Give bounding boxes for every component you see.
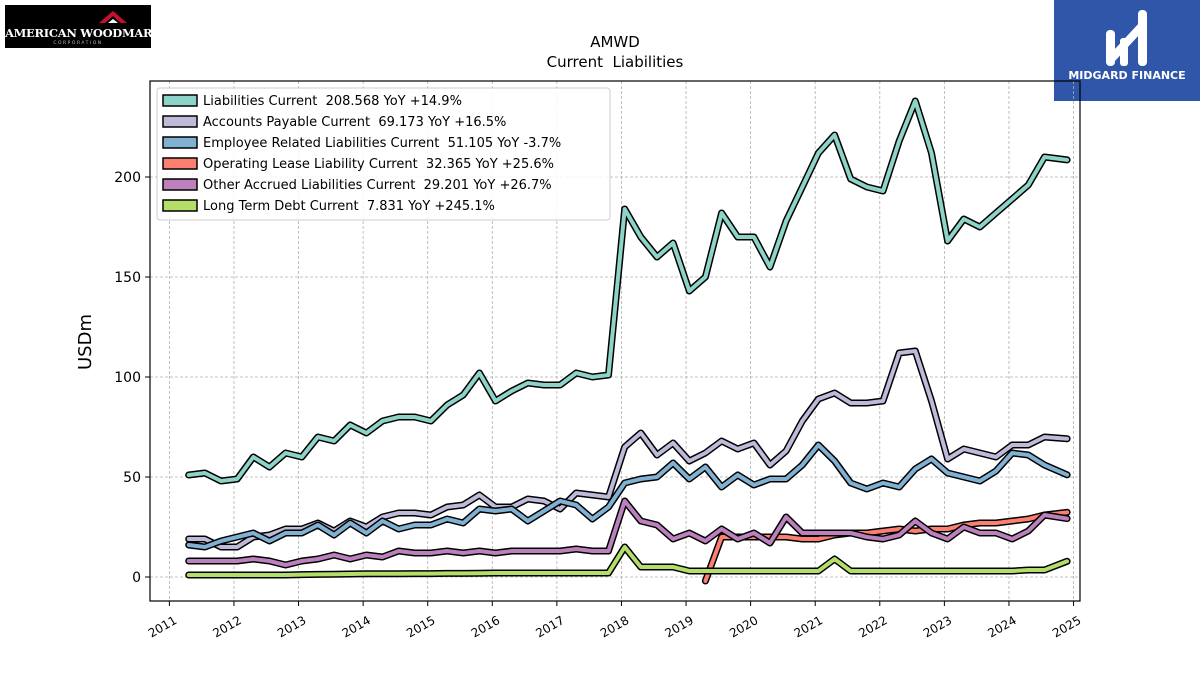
x-axis: 2011 2012 2013 2014 2015 2016 2017 2018 2019 2020… <box>146 601 1083 640</box>
american-woodmark-logo: AMERICAN WOODMARK CORPORATION <box>5 5 151 48</box>
legend: Liabilities Current 208.568 YoY +14.9% Ac… <box>156 87 611 221</box>
x-tick-label: 2023 <box>921 613 954 640</box>
series-line-5 <box>186 545 1070 577</box>
legend-label-1: Accounts Payable Current 69.173 YoY +16.… <box>203 115 506 130</box>
series-line-1 <box>186 349 1070 549</box>
x-tick-label: 2021 <box>792 613 825 640</box>
legend-swatch-0 <box>162 94 198 107</box>
legend-label-4: Other Accrued Liabilities Current 29.201… <box>203 178 552 193</box>
x-tick-label: 2017 <box>533 613 566 640</box>
x-tick-label: 2025 <box>1050 613 1083 640</box>
x-tick-label: 2019 <box>662 613 695 640</box>
series-layer <box>185 97 1071 585</box>
y-tick-label: 200 <box>114 170 141 186</box>
legend-swatch-1 <box>162 115 198 128</box>
legend-label-3: Operating Lease Liability Current 32.365… <box>203 157 554 172</box>
legend-label-0: Liabilities Current 208.568 YoY +14.9% <box>203 94 462 109</box>
series-outline-1 <box>185 347 1071 551</box>
x-tick-label: 2016 <box>469 613 502 640</box>
legend-swatch-3 <box>162 157 198 170</box>
y-tick-label: 100 <box>114 370 141 386</box>
y-tick-label: 50 <box>123 470 141 486</box>
x-tick-label: 2014 <box>340 613 373 640</box>
logo-left-subtext: CORPORATION <box>53 41 103 46</box>
legend-box <box>156 87 611 221</box>
x-tick-label: 2022 <box>856 613 889 640</box>
legend-swatch-5 <box>162 199 198 212</box>
x-tick-label: 2015 <box>404 613 437 640</box>
roof-icon <box>99 11 127 23</box>
series-line-0 <box>186 99 1070 483</box>
legend-label-2: Employee Related Liabilities Current 51.… <box>203 136 561 151</box>
x-tick-label: 2013 <box>275 613 308 640</box>
midgard-finance-logo: MIDGARD FINANCE <box>1054 0 1200 101</box>
x-tick-label: 2018 <box>598 613 631 640</box>
x-tick-label: 2011 <box>146 613 179 640</box>
y-tick-label: 0 <box>132 570 141 586</box>
series-line-2 <box>186 443 1070 549</box>
legend-label-5: Long Term Debt Current 7.831 YoY +245.1% <box>203 199 495 214</box>
chart-subtitle: Current Liabilities <box>547 53 684 71</box>
x-tick-label: 2020 <box>727 613 760 640</box>
x-tick-label: 2012 <box>210 613 243 640</box>
midgard-emblem-icon <box>1106 10 1147 66</box>
legend-swatch-4 <box>162 178 198 191</box>
y-axis: 0 50 100 150 200 <box>114 170 150 586</box>
legend-swatch-2 <box>162 136 198 149</box>
y-axis-label: USDm <box>75 314 96 370</box>
series-line-4 <box>186 499 1070 567</box>
x-tick-label: 2024 <box>985 613 1018 640</box>
chart-title: AMWD <box>590 33 640 51</box>
logo-left-text: AMERICAN WOODMARK <box>5 26 151 40</box>
logo-right-text: MIDGARD FINANCE <box>1068 69 1186 82</box>
y-tick-label: 150 <box>114 270 141 286</box>
plot-frame <box>149 80 1081 602</box>
